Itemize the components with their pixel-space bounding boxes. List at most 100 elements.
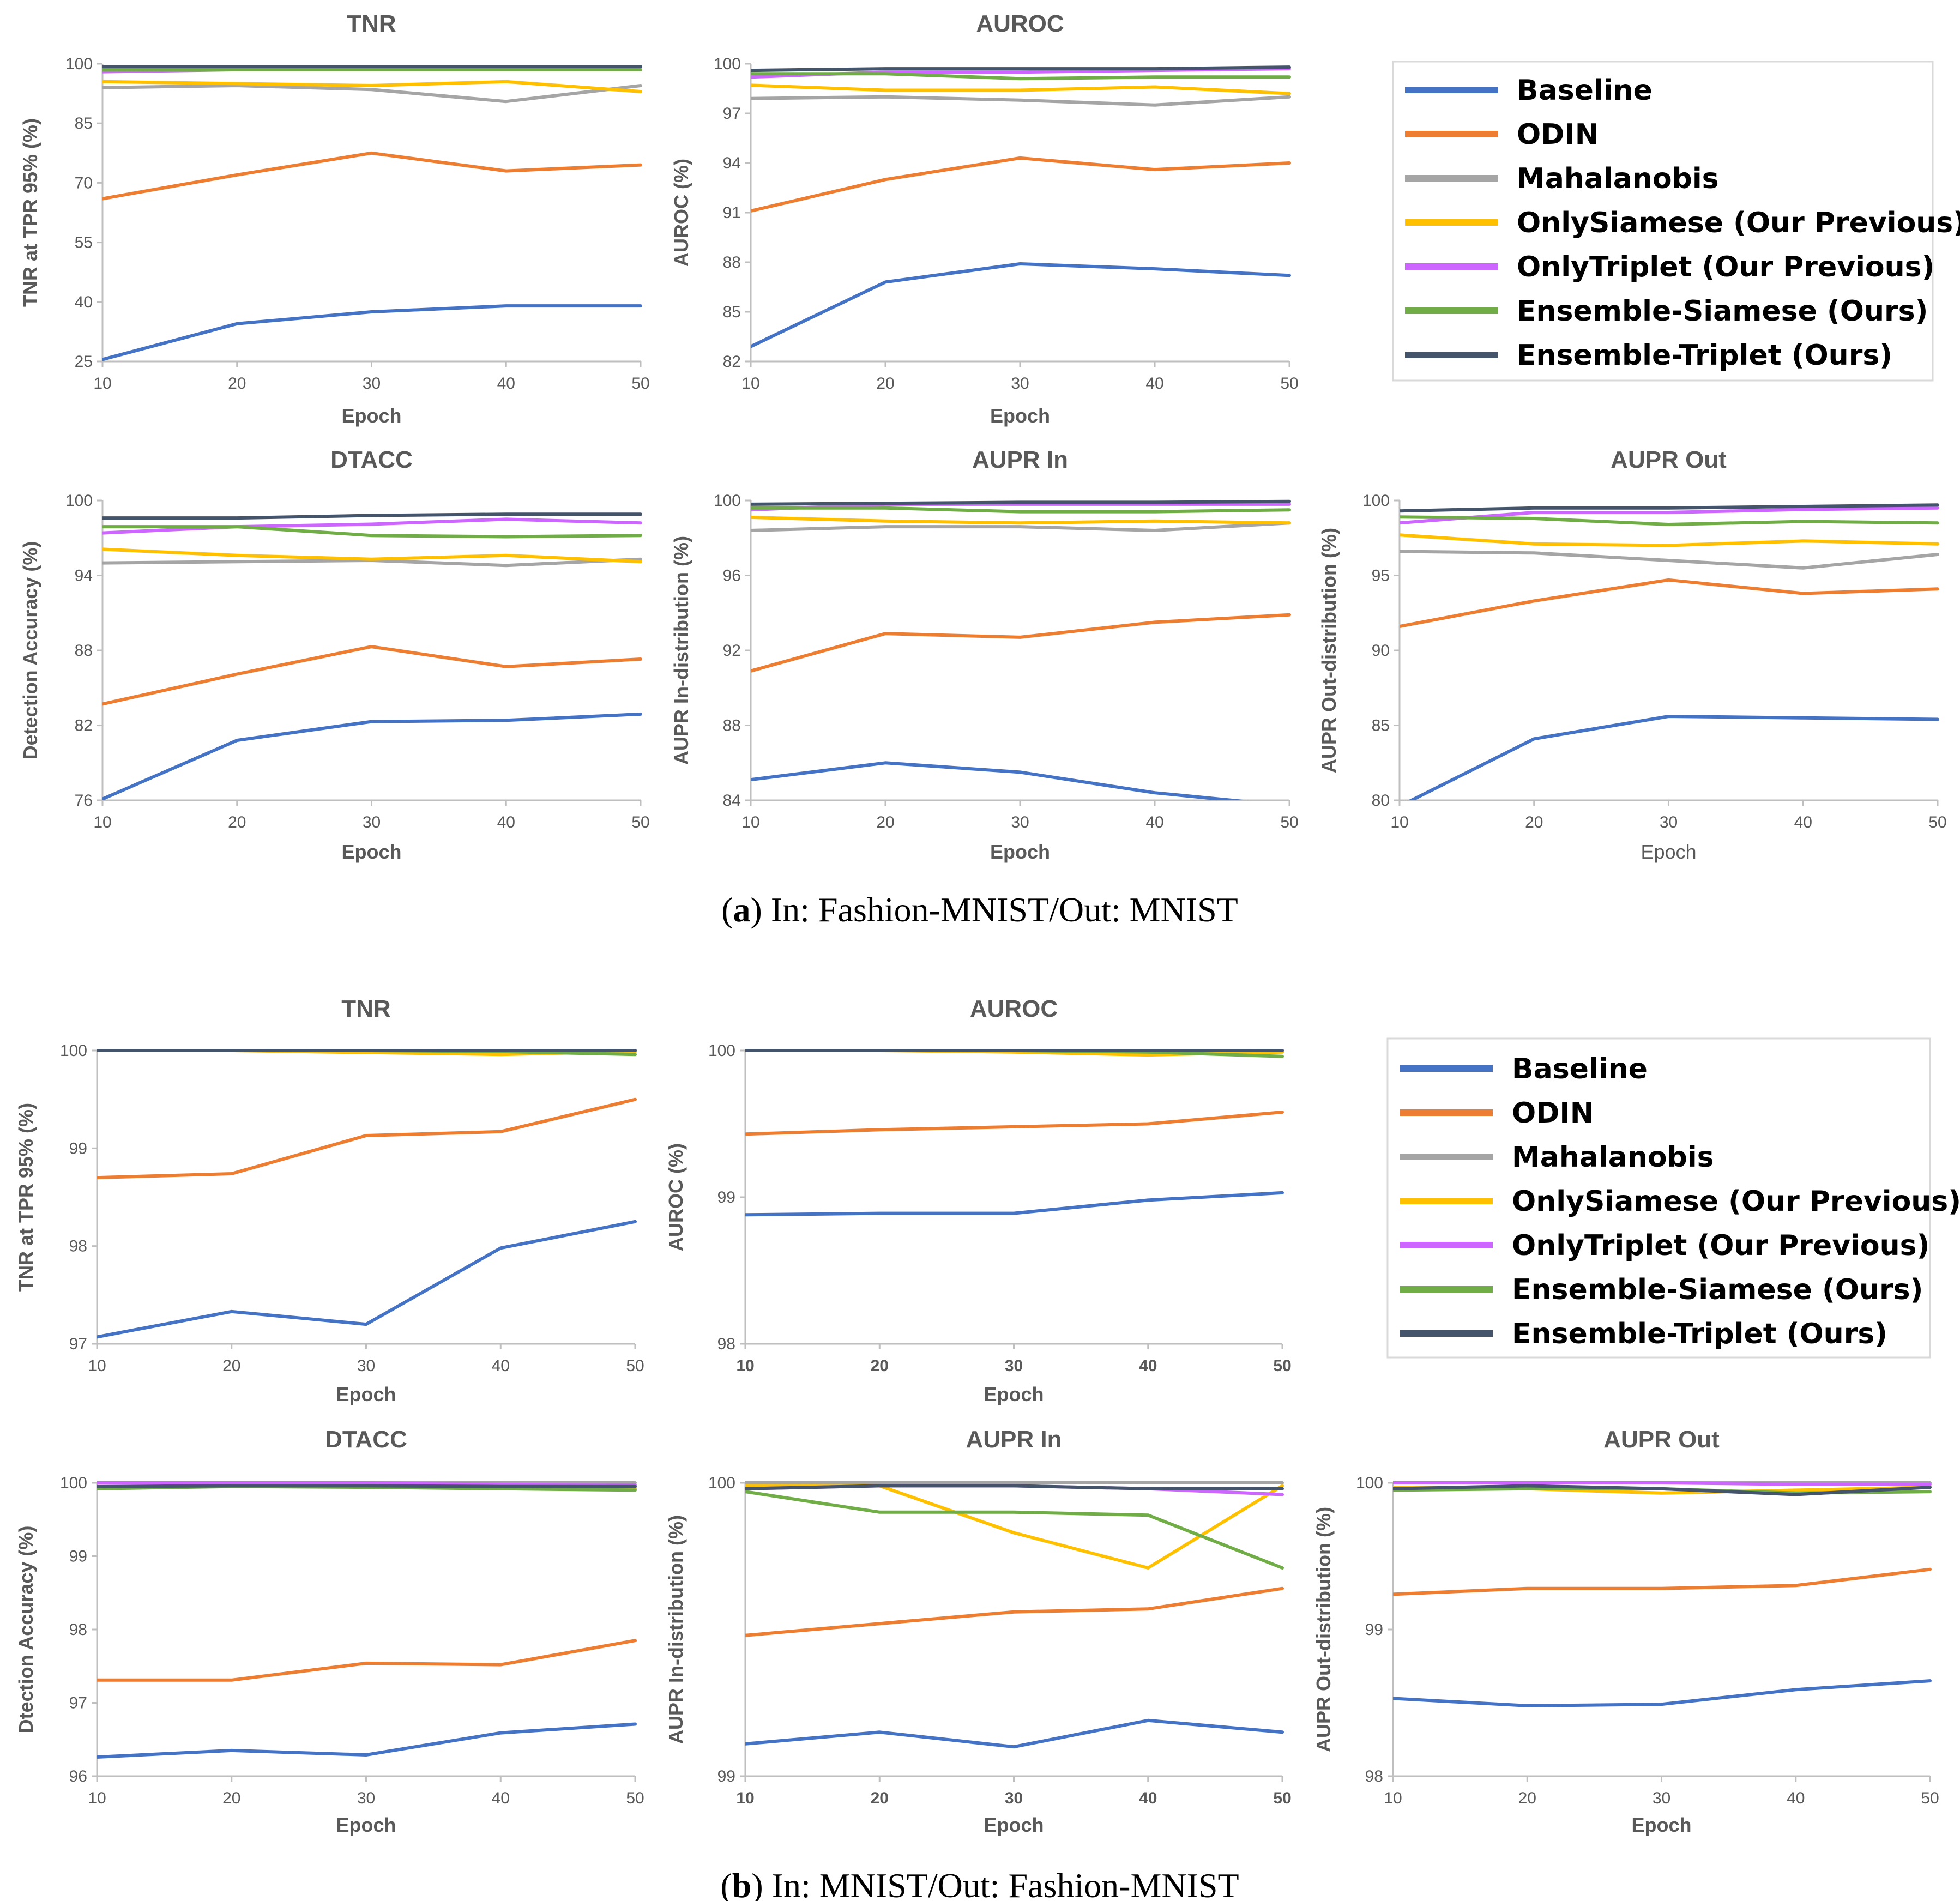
- y-axis-label: AUROC (%): [670, 159, 692, 267]
- chart-b-auroc: AUROC 98 99 100 10 20 30 40 50 Epoch AUROC (%): [665, 995, 1292, 1405]
- y-tick-label: 99: [69, 1139, 87, 1157]
- chart-a-auprin: AUPR In 84 88 92 96 100 10 20 30 40 50 Epoch AUPR In…: [670, 446, 1299, 863]
- legend-label: ODIN: [1512, 1097, 1594, 1130]
- series-group: [97, 1481, 637, 1759]
- x-tick-label: 40: [1794, 813, 1812, 831]
- series-line-onlytriplet-our-previous: [97, 1481, 637, 1487]
- y-tick-label: 85: [723, 303, 741, 321]
- chart-title: AUPR Out: [1603, 1426, 1720, 1453]
- series-line-onlytriplet-our-previous: [1400, 506, 1939, 525]
- legend-label: Mahalanobis: [1517, 162, 1719, 195]
- legend-label: Ensemble-Triplet (Ours): [1517, 339, 1892, 372]
- charts-layer: TNR 25 40 55 70 85 100 10 20 30 40 50 Epoch TNR at TP…: [15, 10, 1947, 1836]
- series-line-odin: [97, 1097, 637, 1180]
- x-tick-label: 20: [228, 813, 246, 831]
- series-line-baseline: [97, 1722, 637, 1759]
- caption-a: (a) In: Fashion-MNIST/Out: MNIST: [721, 890, 1238, 929]
- y-tick-label: 85: [75, 114, 93, 132]
- series-line-mahalanobis: [751, 521, 1291, 532]
- y-axis-label: Dtection Accuracy (%): [15, 1526, 37, 1734]
- legend-b: Baseline ODIN Mahalanobis OnlySiamese (Our …: [1386, 1037, 1960, 1359]
- x-tick-label: 40: [497, 375, 515, 393]
- y-tick-label: 100: [1362, 492, 1390, 510]
- y-axis-label: AUROC (%): [665, 1143, 687, 1251]
- x-tick-label: 30: [357, 1789, 375, 1807]
- x-tick-label: 50: [626, 1357, 644, 1375]
- series-line-odin: [745, 1111, 1284, 1136]
- series-line-baseline: [745, 1191, 1284, 1217]
- y-tick-label: 88: [723, 717, 741, 735]
- x-tick-label: 10: [93, 375, 111, 393]
- x-tick-label: 10: [88, 1789, 106, 1807]
- y-tick-label: 40: [75, 293, 93, 311]
- x-axis-label: Epoch: [990, 405, 1050, 427]
- y-axis-label: AUPR Out-distribution (%): [1312, 1507, 1335, 1752]
- series-line-baseline: [1408, 715, 1939, 800]
- x-tick-label: 50: [631, 375, 649, 393]
- x-tick-label: 40: [1145, 813, 1163, 831]
- series-line-baseline: [102, 304, 642, 361]
- series-line-ensemble-siamese-ours: [751, 72, 1291, 81]
- x-tick-label: 10: [88, 1357, 106, 1375]
- chart-title: DTACC: [330, 446, 413, 473]
- x-tick-label: 40: [1787, 1789, 1805, 1807]
- legend-a-items: Baseline ODIN Mahalanobis OnlySiamese (Our …: [1405, 74, 1960, 372]
- x-tick-label: 40: [497, 813, 515, 831]
- series-line-ensemble-triplet-ours: [1400, 503, 1939, 513]
- series-group: [102, 512, 642, 800]
- series-group: [1393, 1481, 1932, 1707]
- y-tick-label: 95: [1372, 567, 1390, 585]
- series-line-odin: [1400, 578, 1939, 628]
- x-tick-label: 30: [1005, 1789, 1023, 1807]
- y-tick-label: 96: [723, 567, 741, 585]
- y-axis-label: AUPR Out-distribution (%): [1318, 528, 1340, 773]
- x-tick-label: 40: [1145, 375, 1163, 393]
- x-tick-label: 50: [1273, 1357, 1291, 1375]
- y-axis-label: TNR at TPR 95% (%): [15, 1103, 37, 1292]
- y-tick-label: 85: [1372, 717, 1390, 735]
- series-group: [751, 499, 1291, 800]
- chart-title: AUROC: [976, 10, 1064, 37]
- y-tick-label: 76: [75, 792, 93, 810]
- x-tick-label: 30: [1005, 1357, 1023, 1375]
- x-tick-label: 50: [1280, 813, 1298, 831]
- x-tick-label: 20: [876, 375, 894, 393]
- x-tick-label: 50: [1280, 375, 1298, 393]
- series-line-mahalanobis: [1400, 550, 1939, 570]
- y-tick-label: 100: [714, 55, 741, 73]
- x-tick-label: 10: [741, 375, 759, 393]
- x-axis-label: Epoch: [336, 1383, 396, 1405]
- y-tick-label: 98: [1365, 1767, 1383, 1785]
- series-group: [751, 65, 1291, 348]
- y-tick-label: 88: [75, 642, 93, 660]
- legend-label: ODIN: [1517, 118, 1599, 151]
- series-line-ensemble-siamese-ours: [751, 506, 1291, 514]
- chart-b-auprin: AUPR In 99 100 10 20 30 40 50 Epoch AUPR In-distr…: [665, 1426, 1292, 1836]
- series-line-onlysiamese-our-previous: [1400, 533, 1939, 547]
- series-group: [102, 65, 642, 361]
- y-tick-label: 97: [69, 1694, 87, 1712]
- chart-a-auroc: AUROC 82 85 88 91 94 97 100 10 20 30 40 50 Epoch AUROC…: [670, 10, 1299, 427]
- series-line-onlytriplet-our-previous: [102, 517, 642, 535]
- series-line-onlysiamese-our-previous: [751, 83, 1291, 95]
- series-line-odin: [751, 613, 1291, 673]
- x-tick-label: 30: [363, 813, 381, 831]
- x-tick-label: 20: [1525, 813, 1543, 831]
- y-tick-label: 99: [717, 1188, 735, 1206]
- series-line-ensemble-triplet-ours: [102, 512, 642, 520]
- series-line-ensemble-siamese-ours: [1400, 515, 1939, 526]
- y-axis-label: AUPR In-distribution (%): [665, 1515, 687, 1744]
- legend-label: OnlySiamese (Our Previous): [1512, 1185, 1960, 1218]
- x-axis-label: Epoch: [984, 1814, 1044, 1836]
- y-tick-label: 100: [60, 1042, 87, 1060]
- chart-title: TNR: [347, 10, 396, 37]
- series-group: [745, 1481, 1284, 1749]
- y-tick-label: 99: [1365, 1621, 1383, 1639]
- legend-label: Ensemble-Siamese (Ours): [1517, 295, 1928, 328]
- x-tick-label: 40: [492, 1357, 510, 1375]
- x-tick-label: 20: [876, 813, 894, 831]
- chart-title: AUPR In: [966, 1426, 1062, 1453]
- x-tick-label: 40: [1139, 1357, 1157, 1375]
- series-line-baseline: [97, 1220, 637, 1339]
- series-line-onlysiamese-our-previous: [745, 1484, 1284, 1570]
